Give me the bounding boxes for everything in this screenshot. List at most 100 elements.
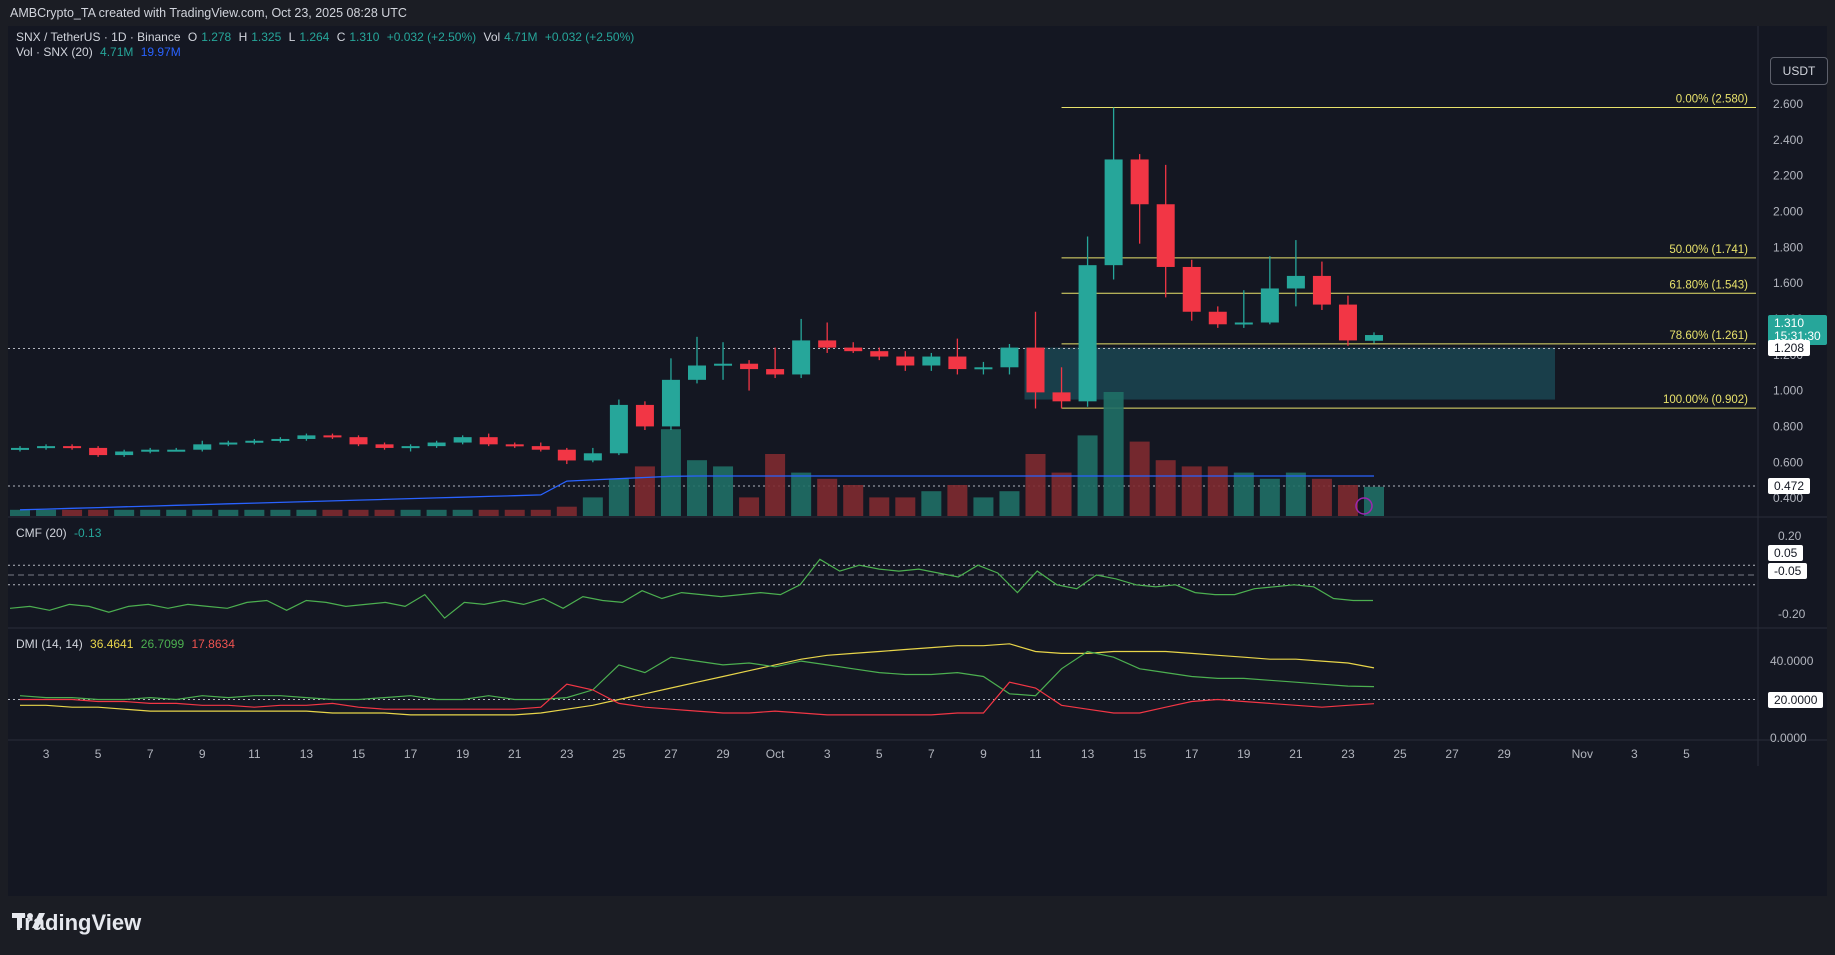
volume-bar [478,509,499,516]
price-tick-label: 2.400 [1773,133,1803,147]
candle [37,444,56,450]
chart-frame[interactable]: 2.6002.4002.2002.0001.8001.6001.4001.200… [8,26,1828,896]
candle [349,435,368,447]
candle-body [1104,159,1123,266]
candle-body [1078,265,1097,402]
dmi-adx-value: 36.4641 [90,637,134,651]
currency-button[interactable]: USDT [1770,57,1828,85]
dmi-minus-value: 17.8634 [191,637,235,651]
candle [740,360,759,391]
dmi-plus-value: 26.7099 [140,637,185,651]
candle [1208,306,1227,328]
candle-body [115,451,134,456]
candle [375,442,394,450]
price-tick-label: 0.400 [1773,491,1803,505]
candle-body [922,356,941,366]
volume-bar [1025,454,1046,516]
x-tick-label: 25 [1393,747,1407,761]
candle [896,351,915,371]
volume-bar [1233,472,1254,516]
candle-body [531,446,550,450]
x-tick-label: 5 [876,747,883,761]
legend-low-label: L [288,30,296,44]
x-tick-label: 27 [1445,747,1459,761]
x-tick-label: 11 [248,747,261,761]
fib-level-label: 100.00% (0.902) [1663,394,1748,406]
volume-bar [869,497,890,516]
volume-bar [10,509,30,516]
volume-bar [530,509,551,516]
candle [453,435,472,445]
candle-body [1208,311,1227,325]
candle-body [1182,266,1201,312]
chart-canvas[interactable]: 2.6002.4002.2002.0001.8001.6001.4001.200… [8,26,1827,896]
fib-level-label: 50.00% (1.741) [1669,244,1748,256]
candle-body [740,363,759,370]
volume-bar [1337,485,1358,516]
candle [1104,107,1123,280]
tradingview-logo-icon [12,913,45,928]
volume-bar [1207,466,1228,516]
candle-body [479,437,498,445]
x-tick-label: 15 [352,747,366,761]
cmf-lower-badge: -0.05 [1768,563,1808,579]
candle-body [792,340,811,375]
candle [323,433,342,439]
x-tick-label: 19 [456,747,470,761]
volume-bar [895,497,916,516]
candle [401,444,420,452]
candle [609,399,628,456]
candle-body [505,444,524,447]
candle-body [948,356,967,370]
demand-zone [1024,347,1555,400]
dmi-label: DMI (14, 14) [16,637,83,651]
candle [1026,311,1045,409]
candle [922,352,941,371]
x-tick-label: 7 [928,747,935,761]
candle [271,437,290,443]
volume-bar [1311,478,1332,516]
candle-body [688,365,706,380]
volume-bar [348,509,369,516]
x-tick-label: 3 [43,747,50,761]
candle [297,433,316,441]
volume-bar [999,491,1020,516]
legend-open: 1.278 [201,30,232,44]
legend-high: 1.325 [251,30,282,44]
support-level-badge: 1.208 [1768,340,1811,356]
volume-bar [244,509,265,516]
candle [531,442,550,452]
candle-body [1365,335,1383,341]
tradingview-brand[interactable]: TradingView [12,910,141,936]
volume-bar [36,509,57,516]
legend-open-label: O [187,30,198,44]
volume-bar [1181,466,1202,516]
candle [1182,259,1201,321]
legend-high-label: H [238,30,248,44]
volume-bar [556,506,577,516]
legend-low: 1.264 [299,30,330,44]
legend-vol-change: +0.032 (+2.50%) [544,30,635,44]
fib-level-label: 0.00% (2.580) [1676,94,1748,106]
candle [427,440,446,448]
candle [870,347,889,361]
candle-body [766,369,785,375]
candle-body [1130,159,1149,205]
volume-bar [296,509,317,516]
volume-bar [1364,486,1384,516]
price-tick-label: 1.000 [1773,384,1803,398]
volume-bar [114,509,135,516]
last-price: 1.310 [1774,316,1805,330]
candle [766,347,785,379]
candle [1078,236,1097,407]
fib-level-label: 61.80% (1.543) [1669,279,1748,291]
candle-body [1312,275,1331,305]
candle [219,440,238,447]
candle-body [870,351,889,357]
volume-bar [634,466,655,516]
candle-body [141,449,160,452]
candle-body [609,404,628,454]
candle [1260,256,1279,325]
candle-body [818,340,837,348]
x-tick-label: 11 [1029,747,1042,761]
